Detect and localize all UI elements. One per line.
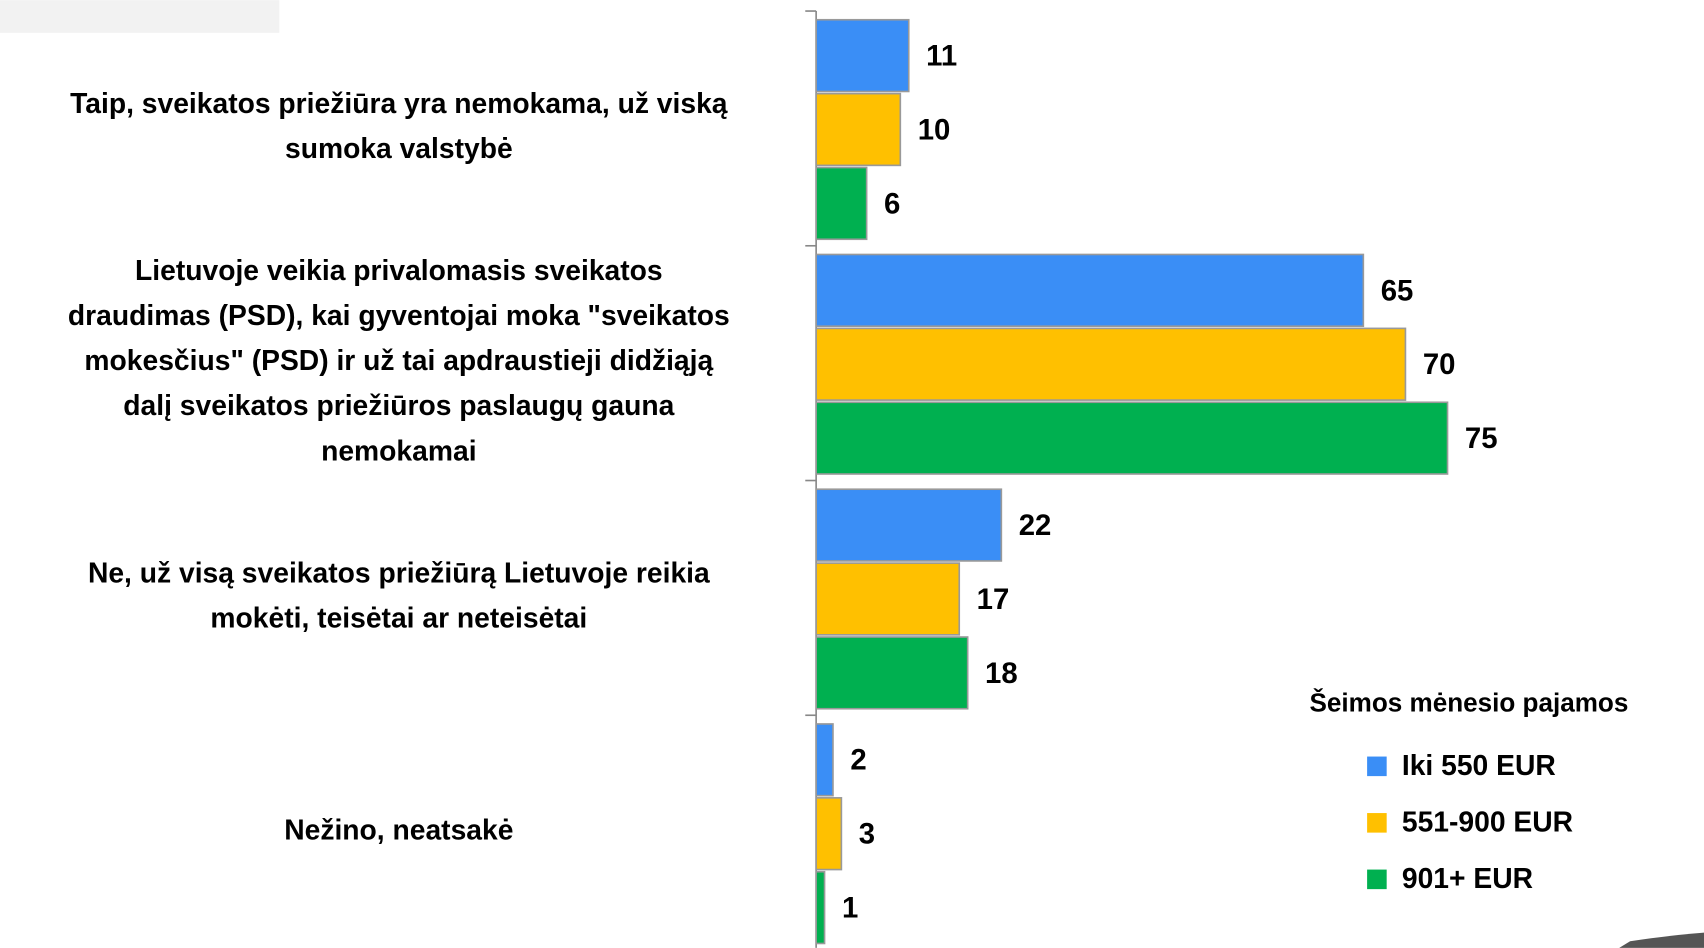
legend-label: 551-900 EUR xyxy=(1402,805,1573,837)
corner-panel xyxy=(0,0,280,33)
bar xyxy=(815,18,910,93)
bar xyxy=(815,797,843,871)
legend-title: Šeimos mėnesio pajamos xyxy=(1310,687,1629,717)
value-label: 22 xyxy=(1019,509,1052,542)
legend-label: 901+ EUR xyxy=(1402,862,1533,894)
value-label: 6 xyxy=(884,187,900,220)
legend-swatch xyxy=(1367,869,1387,890)
category-label: Nežino, neatsakė xyxy=(284,814,513,846)
bar xyxy=(815,253,1365,328)
value-label: 18 xyxy=(985,657,1018,690)
bar xyxy=(815,562,961,636)
bar xyxy=(815,488,1003,562)
category-label: Taip, sveikatos priežiūra yra nemokama, … xyxy=(70,87,728,164)
value-label: 1 xyxy=(842,892,858,925)
bar xyxy=(815,723,834,797)
category-label: Ne, už visą sveikatos priežiūrą Lietuvoj… xyxy=(88,557,710,634)
value-label: 65 xyxy=(1381,274,1414,307)
value-label: 10 xyxy=(918,113,951,146)
bar xyxy=(815,327,1407,401)
corner-swoosh xyxy=(1619,932,1704,948)
bar xyxy=(815,870,826,945)
value-label: 70 xyxy=(1423,348,1456,381)
value-label: 3 xyxy=(859,818,875,851)
value-label: 11 xyxy=(926,40,957,73)
legend-swatch xyxy=(1367,756,1387,777)
bar xyxy=(815,636,969,710)
bar xyxy=(815,166,868,241)
value-label: 2 xyxy=(850,744,866,777)
legend-label: Iki 550 EUR xyxy=(1402,749,1556,781)
category-label: Lietuvoje veikia privalomasis sveikatos d… xyxy=(68,254,730,466)
value-label: 75 xyxy=(1465,422,1498,455)
legend-swatch xyxy=(1367,813,1387,833)
value-label: 17 xyxy=(977,583,1010,616)
bar xyxy=(815,92,902,167)
bar xyxy=(815,401,1449,475)
